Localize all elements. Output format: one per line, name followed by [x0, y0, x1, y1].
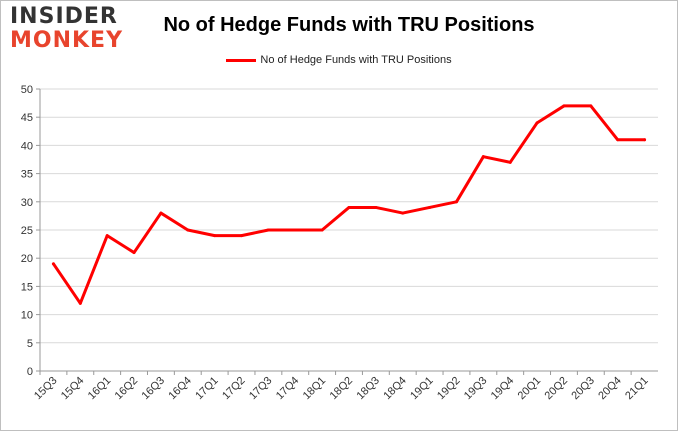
data-point-20Q3 — [589, 104, 593, 108]
data-point-15Q3 — [51, 262, 55, 266]
insider-monkey-logo: INSIDER MONKEY — [10, 6, 128, 54]
data-point-16Q2 — [132, 251, 136, 255]
data-point-18Q1 — [320, 228, 324, 232]
xtick-label-18Q1: 18Q1 — [301, 375, 329, 403]
data-point-19Q4 — [508, 160, 512, 164]
data-point-17Q3 — [266, 228, 270, 232]
xtick-label-17Q3: 17Q3 — [247, 375, 275, 403]
xtick-label-17Q4: 17Q4 — [274, 375, 302, 403]
xtick-label-15Q4: 15Q4 — [59, 375, 87, 403]
grid-lines — [40, 88, 658, 344]
ytick-label-0: 0 — [27, 366, 33, 378]
data-point-16Q1 — [105, 234, 109, 238]
xtick-label-20Q2: 20Q2 — [543, 375, 571, 403]
ytick-label-25: 25 — [21, 225, 33, 237]
data-point-20Q1 — [535, 121, 539, 125]
xtick-label-17Q2: 17Q2 — [220, 375, 248, 403]
logo-line-2: MONKEY — [10, 28, 124, 53]
axes — [36, 88, 658, 375]
xtick-label-18Q2: 18Q2 — [328, 375, 356, 403]
xtick-label-15Q3: 15Q3 — [32, 375, 60, 403]
data-point-17Q1 — [213, 234, 217, 238]
legend-label: No of Hedge Funds with TRU Positions — [260, 54, 452, 66]
data-point-16Q3 — [159, 211, 163, 215]
data-point-18Q4 — [401, 211, 405, 215]
xtick-label-16Q3: 16Q3 — [140, 375, 168, 403]
ytick-label-20: 20 — [21, 253, 33, 265]
xtick-label-16Q1: 16Q1 — [86, 375, 114, 403]
data-point-16Q4 — [186, 228, 190, 232]
data-point-18Q2 — [347, 205, 351, 209]
y-tick-labels: 0 5 10 15 20 25 30 35 40 45 50 — [21, 84, 33, 378]
data-point-17Q4 — [293, 228, 297, 232]
chart-title: No of Hedge Funds with TRU Positions — [163, 14, 535, 36]
x-tick-labels: 15Q3 15Q4 16Q1 16Q2 16Q3 16Q4 17Q1 17Q2 17Q3 17Q4… — [32, 375, 651, 403]
data-point-20Q2 — [562, 104, 566, 108]
xtick-label-20Q1: 20Q1 — [516, 375, 544, 403]
data-point-19Q2 — [454, 200, 458, 204]
ytick-label-50: 50 — [21, 84, 33, 96]
data-point-19Q1 — [428, 205, 432, 209]
data-point-18Q3 — [374, 205, 378, 209]
legend-swatch — [226, 58, 257, 62]
chart-legend: No of Hedge Funds with TRU Positions — [0, 54, 678, 66]
logo-line-1: INSIDER — [10, 4, 118, 29]
ytick-label-5: 5 — [27, 338, 33, 350]
xtick-label-16Q2: 16Q2 — [113, 375, 141, 403]
xtick-label-16Q4: 16Q4 — [166, 375, 194, 403]
data-point-17Q2 — [240, 234, 244, 238]
xtick-label-19Q4: 19Q4 — [489, 375, 517, 403]
series-layer — [51, 104, 647, 305]
xtick-label-18Q3: 18Q3 — [354, 375, 382, 403]
ytick-label-15: 15 — [21, 281, 33, 293]
xtick-label-18Q4: 18Q4 — [381, 375, 409, 403]
data-point-21Q1 — [643, 138, 647, 142]
data-point-15Q4 — [78, 301, 82, 305]
xtick-label-19Q2: 19Q2 — [435, 375, 463, 403]
series-line-0 — [51, 104, 647, 305]
xtick-label-20Q3: 20Q3 — [569, 375, 597, 403]
ytick-label-40: 40 — [21, 140, 33, 152]
data-point-20Q4 — [616, 138, 620, 142]
xtick-label-19Q3: 19Q3 — [462, 375, 490, 403]
xtick-label-19Q1: 19Q1 — [408, 375, 436, 403]
xtick-label-21Q1: 21Q1 — [623, 375, 651, 403]
ytick-label-30: 30 — [21, 197, 33, 209]
ytick-label-10: 10 — [21, 310, 33, 322]
xtick-label-17Q1: 17Q1 — [193, 375, 221, 403]
ytick-label-45: 45 — [21, 112, 33, 124]
xtick-label-20Q4: 20Q4 — [596, 375, 624, 403]
data-point-19Q3 — [481, 155, 485, 159]
ytick-label-35: 35 — [21, 169, 33, 181]
